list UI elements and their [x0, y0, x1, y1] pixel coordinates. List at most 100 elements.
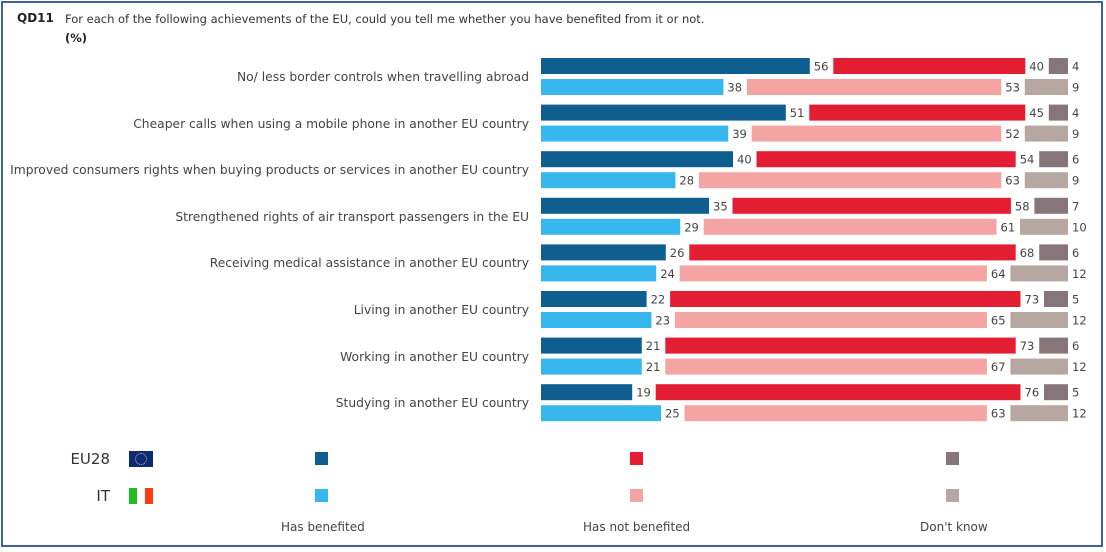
data-label: 23: [655, 314, 670, 328]
data-label: 24: [660, 267, 675, 281]
bar-it-has-not-benefited: [751, 125, 1002, 142]
bar-eu28-has-not-benefited: [689, 244, 1016, 261]
bar-eu28-dont-know: [1048, 58, 1068, 74]
data-label: 26: [670, 246, 685, 260]
data-label: 54: [1020, 153, 1035, 167]
bar-it-has-not-benefited: [665, 358, 987, 375]
bar-it-has-not-benefited: [679, 265, 987, 282]
data-label: 38: [727, 81, 742, 95]
bar-it-dont-know: [1010, 265, 1068, 282]
bar-it-has-not-benefited: [746, 79, 1002, 95]
data-label: 63: [1005, 174, 1020, 188]
bar-eu28-dont-know: [1034, 197, 1068, 214]
question-code: QD11: [17, 11, 54, 25]
bar-eu28-has-benefited: [541, 244, 666, 261]
eu-flag-icon: [129, 451, 153, 467]
bar-eu28-has-benefited: [541, 151, 733, 168]
bar-it-has-benefited: [541, 405, 661, 422]
data-label: 25: [665, 407, 680, 421]
bar-it-has-not-benefited: [698, 172, 1002, 189]
data-label: 5: [1072, 386, 1079, 400]
data-label: 6: [1072, 153, 1079, 167]
data-label: 39: [732, 127, 747, 141]
bar-eu28-has-benefited: [541, 197, 709, 214]
category-label: Working in another EU country: [340, 349, 529, 364]
data-label: 7: [1072, 199, 1079, 213]
data-label: 12: [1072, 407, 1087, 421]
question-unit: (%): [65, 31, 88, 45]
bar-it-has-benefited: [541, 79, 724, 95]
data-label: 21: [646, 360, 661, 374]
bar-it-has-benefited: [541, 172, 676, 189]
legend-swatch-it-not-benefited: [630, 489, 643, 502]
bar-eu28-has-benefited: [541, 384, 633, 401]
bar-it-dont-know: [1020, 218, 1068, 235]
data-label: 67: [991, 360, 1006, 374]
data-label: 52: [1005, 127, 1020, 141]
bar-it-dont-know: [1010, 405, 1068, 422]
data-label: 64: [991, 267, 1006, 281]
data-label: 45: [1029, 106, 1044, 120]
legend-eu28-label: EU28: [70, 450, 110, 468]
legend-swatch-it-benefited: [315, 489, 328, 502]
legend-swatch-eu-dont-know: [946, 452, 959, 465]
bar-eu28-dont-know: [1039, 244, 1068, 261]
category-label: Receiving medical assistance in another …: [209, 256, 529, 271]
legend-label-has-not-benefited: Has not benefited: [583, 520, 691, 534]
data-label: 28: [679, 174, 694, 188]
data-label: 21: [646, 339, 661, 353]
legend-it-label: IT: [96, 487, 110, 505]
data-label: 58: [1015, 199, 1030, 213]
italy-flag-icon: [129, 488, 153, 504]
bar-it-dont-know: [1010, 312, 1068, 328]
bar-eu28-has-not-benefited: [655, 384, 1021, 401]
data-label: 5: [1072, 293, 1079, 307]
category-label: Studying in another EU country: [335, 396, 529, 411]
data-label: 51: [790, 106, 805, 120]
bar-eu28-has-not-benefited: [833, 58, 1026, 74]
data-label: 53: [1005, 81, 1020, 95]
data-label: 9: [1072, 174, 1079, 188]
question-text: For each of the following achievements o…: [65, 12, 705, 26]
data-label: 12: [1072, 267, 1087, 281]
data-label: 10: [1072, 220, 1087, 234]
category-label: Improved consumers rights when buying pr…: [10, 163, 529, 178]
data-label: 4: [1072, 60, 1079, 74]
bar-it-has-benefited: [541, 265, 657, 282]
bar-it-has-not-benefited: [684, 405, 987, 422]
legend-label-dont-know: Don't know: [920, 520, 988, 534]
bar-eu28-has-not-benefited: [665, 337, 1016, 354]
data-label: 40: [737, 153, 752, 167]
bar-eu28-dont-know: [1039, 337, 1068, 354]
data-label: 73: [1020, 339, 1035, 353]
bar-eu28-has-benefited: [541, 291, 647, 307]
category-label: Cheaper calls when using a mobile phone …: [133, 116, 529, 131]
legend-swatch-eu-not-benefited: [630, 452, 643, 465]
bar-eu28-has-benefited: [541, 104, 786, 121]
bar-it-has-benefited: [541, 312, 652, 328]
bar-eu28-has-not-benefited: [809, 104, 1026, 121]
bar-eu28-dont-know: [1044, 291, 1068, 307]
bar-it-has-benefited: [541, 218, 681, 235]
data-label: 12: [1072, 314, 1087, 328]
bar-eu28-dont-know: [1039, 151, 1068, 168]
legend-swatch-it-dont-know: [946, 489, 959, 502]
bar-it-has-benefited: [541, 125, 729, 142]
data-label: 19: [636, 386, 651, 400]
data-label: 65: [991, 314, 1006, 328]
bar-eu28-has-not-benefited: [756, 151, 1016, 168]
data-label: 6: [1072, 246, 1079, 260]
bar-eu28-has-benefited: [541, 58, 810, 74]
data-label: 6: [1072, 339, 1079, 353]
bar-it-dont-know: [1024, 172, 1068, 189]
category-label: No/ less border controls when travelling…: [236, 70, 529, 84]
bar-eu28-has-benefited: [541, 337, 642, 354]
data-label: 63: [991, 407, 1006, 421]
category-label: Strengthened rights of air transport pas…: [175, 209, 529, 224]
data-label: 22: [651, 293, 666, 307]
legend-swatch-eu-benefited: [315, 452, 328, 465]
data-label: 56: [814, 60, 829, 74]
bar-it-has-not-benefited: [703, 218, 997, 235]
